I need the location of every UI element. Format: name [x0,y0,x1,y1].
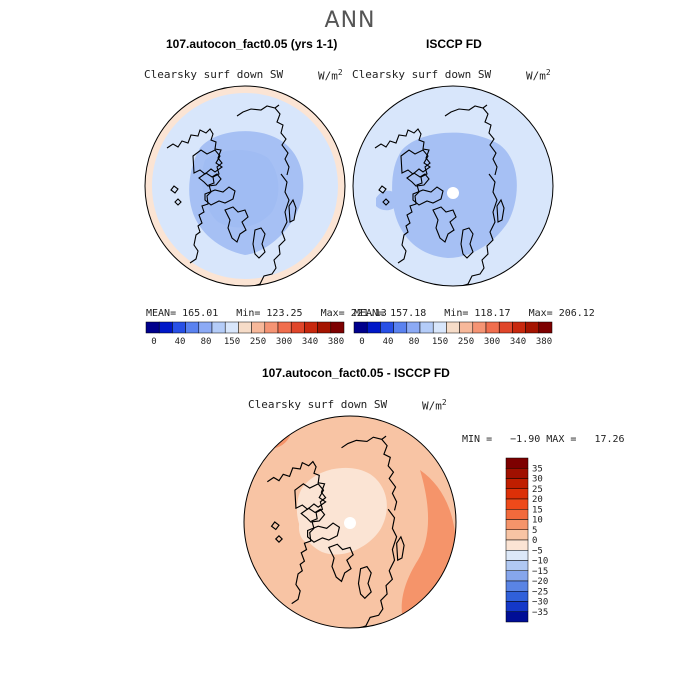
diff-panel-title: 107.autocon_fact0.05 - ISCCP FD [262,366,450,380]
colorbar-swatch [406,321,421,334]
colorbar-swatch [525,321,540,334]
obs-variable-label: Clearsky surf down SW [352,68,492,81]
colorbar-tick-label: 300 [484,337,500,347]
colorbar-swatch [505,519,529,530]
colorbar-swatch [304,321,318,334]
colorbar-swatch [505,539,529,551]
diff-stats: MIN = −1.90 MAX = 17.26 [462,434,625,445]
colorbar-tick-label: 20 [532,495,543,505]
colorbar-swatch [538,321,553,334]
colorbar-tick-label: 0 [359,337,364,347]
colorbar-tick-label: 25 [532,485,543,495]
obs-colorbar: 0 40 80 150 250 300 340 380 [353,321,553,347]
colorbar-tick-label: −10 [532,557,548,567]
model-map [144,85,346,287]
colorbar-swatch [505,457,529,469]
model-stats: MEAN= 165.01 Min= 123.25 Max= 221.13 [146,308,387,319]
colorbar-swatch [459,321,474,334]
colorbar-swatch [366,321,381,334]
colorbar-swatch [330,321,345,334]
colorbar-tick-label: 80 [409,337,420,347]
colorbar-swatch [185,321,200,334]
obs-panel-title: ISCCP FD [426,37,482,51]
colorbar-tick-label: 0 [151,337,156,347]
colorbar-swatch [505,468,529,479]
model-panel-title: 107.autocon_fact0.05 (yrs 1-1) [166,37,338,51]
colorbar-tick-label: 150 [432,337,448,347]
colorbar-tick-label: −35 [532,608,548,618]
colorbar-swatch [505,498,529,510]
colorbar-tick-label: 10 [532,516,543,526]
colorbar-swatch [419,321,434,334]
model-variable-label: Clearsky surf down SW [144,68,284,81]
colorbar-swatch [317,321,332,334]
colorbar-swatch [505,601,529,612]
colorbar-tick-label: 40 [383,337,394,347]
colorbar-swatch [498,321,513,334]
colorbar-swatch [505,488,529,500]
colorbar-tick-label: 30 [532,475,543,485]
colorbar-swatch [277,321,292,334]
colorbar-swatch [251,321,266,334]
colorbar-tick-label: 15 [532,505,543,515]
colorbar-swatch [224,321,239,334]
colorbar-swatch [505,509,529,520]
colorbar-swatch [505,591,529,602]
colorbar-swatch [172,321,186,334]
colorbar-tick-label: 380 [328,337,344,347]
colorbar-tick-label: 380 [536,337,552,347]
colorbar-tick-label: 340 [302,337,318,347]
colorbar-swatch [505,529,529,541]
diff-map [243,415,457,629]
colorbar-swatch [211,321,226,334]
colorbar-swatch [446,321,460,334]
colorbar-tick-label: −25 [532,587,548,597]
colorbar-swatch [145,321,160,334]
colorbar-tick-label: −15 [532,567,548,577]
colorbar-swatch [290,321,305,334]
colorbar-swatch [393,321,408,334]
colorbar-swatch [380,321,394,334]
colorbar-swatch [432,321,447,334]
colorbar-tick-label: 340 [510,337,526,347]
model-colorbar: 0 40 80 150 250 300 340 380 [145,321,345,347]
obs-units-label: W/m2 [526,68,551,83]
diff-variable-label: Clearsky surf down SW [248,398,388,411]
colorbar-tick-label: 250 [458,337,474,347]
colorbar-swatch [512,321,526,334]
colorbar-tick-label: −30 [532,598,548,608]
obs-stats: MEAN= 157.18 Min= 118.17 Max= 206.12 [354,308,595,319]
colorbar-swatch [353,321,368,334]
colorbar-tick-label: 40 [175,337,186,347]
colorbar-swatch [505,570,529,582]
colorbar-swatch [505,550,529,561]
obs-map [352,85,554,287]
colorbar-swatch [505,580,529,592]
colorbar-swatch [472,321,487,334]
colorbar-tick-label: −5 [532,546,543,556]
colorbar-tick-label: 0 [532,536,537,546]
colorbar-swatch [158,321,173,334]
colorbar-tick-label: 150 [224,337,240,347]
colorbar-swatch [505,560,529,571]
colorbar-tick-label: 35 [532,464,543,474]
colorbar-tick-label: 5 [532,526,537,536]
colorbar-swatch [485,321,500,334]
colorbar-swatch [505,478,529,489]
colorbar-tick-label: −20 [532,577,548,587]
colorbar-tick-label: 80 [201,337,212,347]
figure-title: ANN [324,8,376,33]
colorbar-tick-label: 300 [276,337,292,347]
diff-units-label: W/m2 [422,398,447,413]
colorbar-swatch [264,321,279,334]
colorbar-swatch [198,321,213,334]
model-units-label: W/m2 [318,68,343,83]
colorbar-swatch [505,611,529,623]
colorbar-tick-label: 250 [250,337,266,347]
colorbar-swatch [238,321,252,334]
